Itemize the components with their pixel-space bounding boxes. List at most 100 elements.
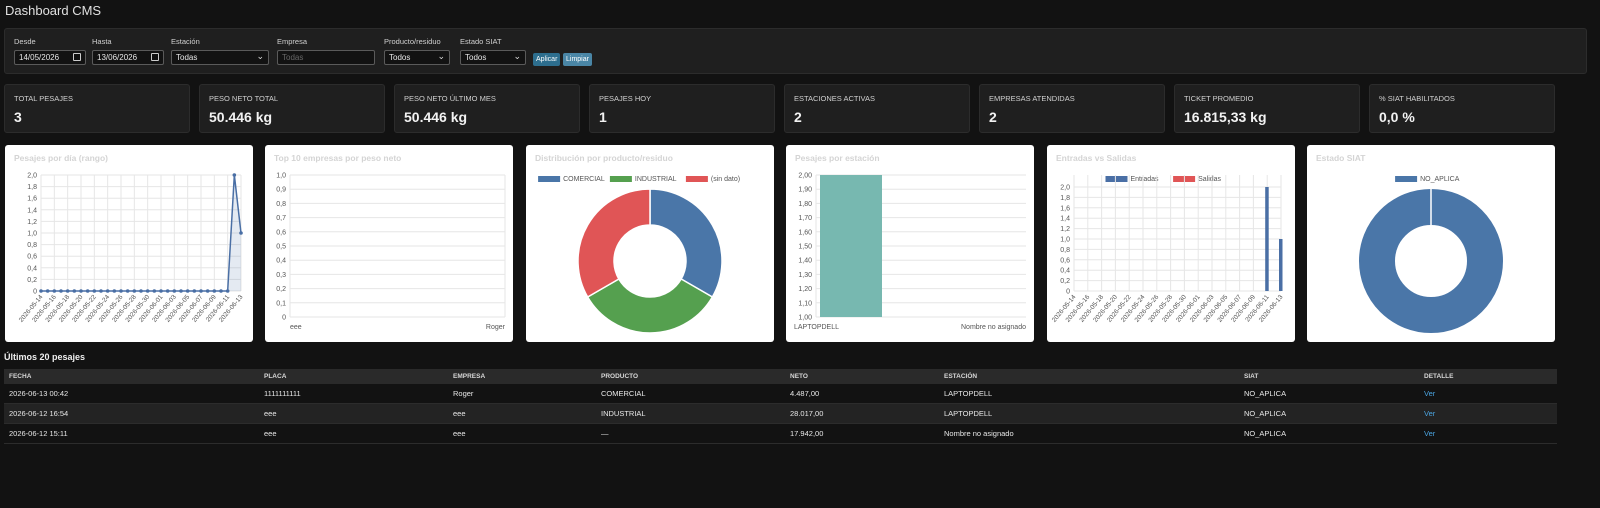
chevron-down-icon: ⌄: [513, 51, 521, 61]
estacion-select[interactable]: Todas ⌄: [171, 50, 269, 65]
data-point: [185, 289, 190, 293]
chart-title: Pesajes por estación: [795, 153, 880, 163]
data-point: [232, 173, 237, 177]
x-tick-label: LAPTOPDELL: [794, 324, 839, 331]
calendar-icon[interactable]: [73, 53, 81, 61]
legend-swatch: [1395, 176, 1418, 182]
cell-producto: COMERCIAL: [596, 384, 785, 404]
y-tick-label: 1,2: [1060, 226, 1070, 233]
x-tick-label: Roger: [486, 324, 506, 331]
empresa-input[interactable]: Todas: [277, 50, 375, 65]
legend-label: Salidas: [1198, 176, 1221, 183]
filter-desde: Desde 14/05/2026: [14, 37, 86, 65]
kpi-label: TICKET PROMEDIO: [1184, 94, 1254, 103]
data-point: [99, 289, 103, 293]
hasta-label: Hasta: [92, 37, 112, 46]
data-point: [72, 289, 77, 293]
y-tick-label: 0,4: [1060, 268, 1070, 275]
col-siat: SIAT: [1239, 369, 1419, 384]
col-producto: PRODUCTO: [596, 369, 785, 384]
y-tick-label: 0,9: [276, 187, 286, 194]
chart-card-estacion: 1,00 1,10 1,20 1,30 1,40 1,50 1,60 1,70 1,80 1,90…: [786, 145, 1034, 342]
page-title: Dashboard CMS: [5, 3, 102, 18]
kpi-label: % SIAT HABILITADOS: [1379, 94, 1455, 103]
kpi-pesajes-hoy: PESAJES HOY 1: [589, 84, 775, 133]
data-point: [239, 231, 243, 235]
kpi-ticket-promedio: TICKET PROMEDIO 16.815,33 kg: [1174, 84, 1360, 133]
kpi-siat-habilitados: % SIAT HABILITADOS 0,0 %: [1369, 84, 1555, 133]
data-point: [52, 289, 57, 293]
kpi-peso-neto-total: PESO NETO TOTAL 50.446 kg: [199, 84, 385, 133]
apply-button[interactable]: Aplicar: [533, 53, 561, 66]
y-tick-label: 1,4: [27, 207, 37, 214]
col-estacion: ESTACIÓN: [939, 369, 1239, 384]
hasta-date-input[interactable]: 13/06/2026: [92, 50, 164, 65]
y-tick-label: 2,0: [1060, 185, 1070, 192]
y-tick-label: 1,20: [798, 286, 812, 293]
chart-card-siat: NO_APLICA Estado SIAT: [1307, 145, 1555, 342]
data-point: [112, 289, 117, 293]
cell-fecha: 2026-06-13 00:42: [4, 384, 259, 404]
ver-link[interactable]: Ver: [1424, 389, 1436, 398]
kpi-value: 2: [794, 109, 802, 125]
producto-label: Producto/residuo: [384, 37, 441, 46]
y-tick-label: 1,30: [798, 272, 812, 279]
kpi-value: 3: [14, 109, 22, 125]
desde-date-input[interactable]: 14/05/2026: [14, 50, 86, 65]
ver-link[interactable]: Ver: [1424, 429, 1436, 438]
chevron-down-icon: ⌄: [256, 51, 264, 61]
ver-link[interactable]: Ver: [1424, 409, 1436, 418]
legend-label: INDUSTRIAL: [635, 176, 677, 183]
data-point: [205, 289, 210, 293]
y-tick-label: 0: [282, 315, 286, 322]
recent-weighings-section: Últimos 20 pesajes FECHA PLACA EMPRESA P…: [4, 352, 1557, 444]
data-point: [225, 289, 230, 293]
y-tick-label: 0,4: [27, 265, 37, 272]
filter-bar: Desde 14/05/2026 Hasta 13/06/2026 Estaci…: [4, 28, 1587, 74]
col-fecha: FECHA: [4, 369, 259, 384]
kpi-value: 50.446 kg: [209, 109, 273, 125]
filter-siat: Estado SIAT Todos ⌄: [460, 37, 526, 65]
producto-select[interactable]: Todos ⌄: [384, 50, 450, 65]
y-tick-label: 0,6: [1060, 257, 1070, 264]
kpi-value: 2: [989, 109, 997, 125]
data-point: [192, 289, 197, 293]
legend-label: (sin dato): [711, 176, 740, 183]
cell-empresa: eee: [448, 423, 596, 444]
y-tick-label: 0: [1066, 289, 1070, 296]
y-tick-label: 0,2: [276, 286, 286, 293]
bar-entradas: [1279, 239, 1283, 291]
filter-producto: Producto/residuo Todos ⌄: [384, 37, 450, 65]
y-tick-label: 0,7: [276, 215, 286, 222]
cell-siat: NO_APLICA: [1239, 403, 1419, 424]
cell-siat: NO_APLICA: [1239, 423, 1419, 444]
table-row: 2026-06-12 15:11 eee eee — 17.942,00 Nom…: [4, 423, 1557, 444]
cell-siat: NO_APLICA: [1239, 384, 1419, 404]
cell-estacion: LAPTOPDELL: [939, 403, 1239, 424]
y-tick-label: 1,10: [798, 300, 812, 307]
y-tick-label: 2,00: [798, 173, 812, 180]
chart-title: Top 10 empresas por peso neto: [274, 153, 402, 163]
legend-swatch: [685, 176, 708, 182]
chart-card-top-empresas: 0 0,1 0,2 0,3 0,4 0,5 0,6 0,7 0,8 0,9 1,0 eee Roger T…: [265, 145, 513, 342]
bar-entradas: [1265, 187, 1269, 291]
producto-value: Todos: [389, 53, 411, 62]
data-point: [65, 289, 70, 293]
y-tick-label: 0,8: [1060, 247, 1070, 254]
y-tick-label: 1,0: [1060, 237, 1070, 244]
cell-neto: 28.017,00: [785, 403, 939, 424]
cell-estacion: LAPTOPDELL: [939, 384, 1239, 404]
desde-label: Desde: [14, 37, 36, 46]
cell-placa: 1111111111: [259, 384, 448, 404]
legend-swatch: [1105, 176, 1128, 182]
cell-placa: eee: [259, 423, 448, 444]
y-tick-label: 1,0: [276, 173, 286, 180]
data-point: [39, 289, 43, 293]
legend-label: Entradas: [1131, 176, 1160, 183]
siat-select[interactable]: Todos ⌄: [460, 50, 526, 65]
y-tick-label: 0,4: [276, 258, 286, 265]
chart-card-entradas-salidas: Entradas Salidas 0 0,2 0,4 0,6 0,8 1,0 1,2 1,4 1,6…: [1047, 145, 1295, 342]
cell-empresa: eee: [448, 403, 596, 424]
calendar-icon[interactable]: [151, 53, 159, 61]
clear-button[interactable]: Limpiar: [563, 53, 592, 66]
